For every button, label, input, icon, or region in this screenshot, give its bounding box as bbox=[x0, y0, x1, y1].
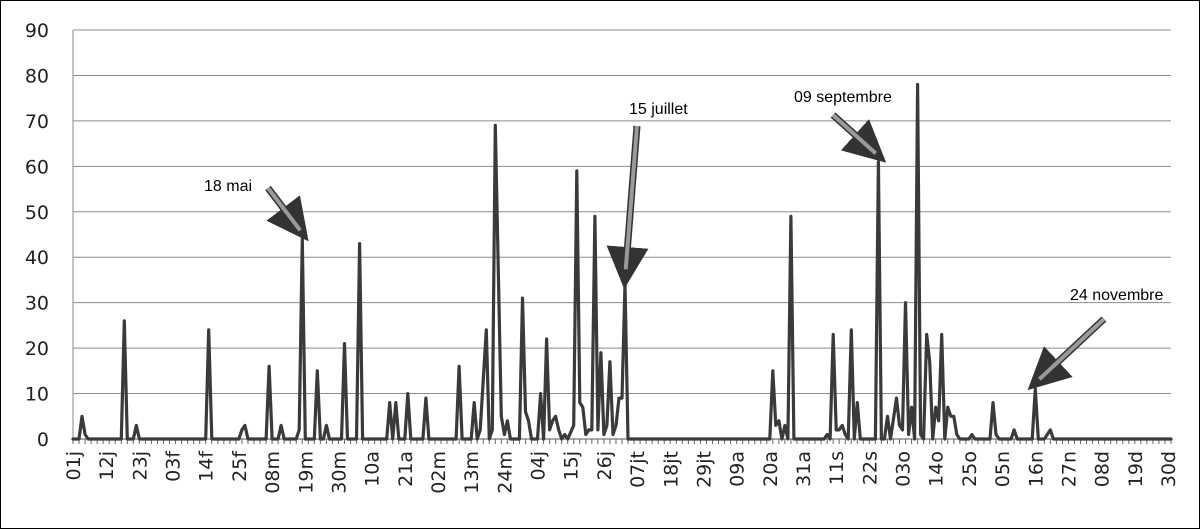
x-tick-label: 15j bbox=[561, 451, 583, 480]
x-tick-label: 08m bbox=[262, 451, 284, 494]
y-tick-label: 70 bbox=[25, 111, 49, 133]
x-tick-label: 13m bbox=[461, 451, 483, 494]
x-tick-label: 05n bbox=[992, 451, 1014, 487]
annotation-label: 09 septembre bbox=[794, 89, 892, 106]
annotation-label: 15 juillet bbox=[629, 101, 688, 118]
x-tick-label: 14o bbox=[926, 451, 948, 487]
x-tick-label: 25o bbox=[959, 451, 981, 487]
x-tick-label: 08d bbox=[1092, 451, 1114, 487]
x-tick-label: 02m bbox=[428, 451, 450, 494]
x-tick-label: 24m bbox=[494, 451, 516, 494]
y-tick-label: 0 bbox=[37, 429, 49, 451]
y-tick-label: 60 bbox=[25, 156, 49, 178]
y-tick-label: 90 bbox=[25, 20, 49, 42]
annotations-group: 18 mai 15 juillet 09 septembre 24 novembre bbox=[204, 89, 1163, 391]
x-tick-label: 26j bbox=[594, 451, 616, 480]
x-tick-label: 25f bbox=[229, 450, 251, 482]
x-tick-label: 29jt bbox=[693, 451, 715, 488]
x-tick-label: 22s bbox=[859, 451, 881, 485]
x-tick-label: 04j bbox=[528, 451, 550, 480]
annotation-label: 18 mai bbox=[204, 178, 252, 195]
x-tick-label: 27n bbox=[1058, 451, 1080, 487]
y-tick-label: 50 bbox=[25, 202, 49, 224]
x-tick-label: 12j bbox=[96, 451, 118, 480]
x-tick-label: 07jt bbox=[627, 451, 649, 488]
x-tick-label: 16n bbox=[1025, 451, 1047, 487]
y-tick-label: 10 bbox=[25, 384, 49, 406]
annotation-arrow-fill bbox=[266, 186, 302, 232]
x-tick-label: 23j bbox=[129, 451, 151, 480]
x-tick-label: 19m bbox=[295, 451, 317, 494]
y-tick-label: 40 bbox=[25, 247, 49, 269]
x-tick-label: 30d bbox=[1158, 451, 1180, 487]
series-group bbox=[71, 82, 1173, 441]
annotation-arrow-fill bbox=[1038, 317, 1106, 381]
y-tick-label: 80 bbox=[25, 65, 49, 87]
x-tick-label: 11s bbox=[826, 451, 848, 485]
x-tick-label: 03o bbox=[893, 451, 915, 487]
x-tick-label: 20a bbox=[760, 451, 782, 487]
x-tick-label: 09a bbox=[727, 451, 749, 487]
x-tick-label: 18jt bbox=[660, 451, 682, 488]
x-tick-label: 31a bbox=[793, 451, 815, 487]
x-tick-label: 03f bbox=[163, 450, 185, 482]
x-tick-label: 19d bbox=[1125, 451, 1147, 487]
y-axis: 0 10 20 30 40 50 60 70 80 90 bbox=[25, 20, 49, 451]
x-tick-label: 14f bbox=[196, 450, 218, 482]
x-tick-label: 30m bbox=[328, 451, 350, 494]
series-line bbox=[71, 82, 1173, 441]
annotation-arrow-fill bbox=[831, 113, 878, 155]
x-tick-label: 10a bbox=[362, 451, 384, 487]
y-tick-label: 30 bbox=[25, 293, 49, 315]
x-axis: 01j 12j 23j 03f 14f 25f 08m 19m 30m 10a 21a 02m 13m 2… bbox=[63, 439, 1180, 494]
x-tick-label: 21a bbox=[395, 451, 417, 487]
annotation-arrow-fill bbox=[623, 125, 639, 270]
y-tick-label: 20 bbox=[25, 338, 49, 360]
annotation-label: 24 novembre bbox=[1070, 287, 1163, 304]
x-tick-label: 01j bbox=[63, 451, 85, 480]
